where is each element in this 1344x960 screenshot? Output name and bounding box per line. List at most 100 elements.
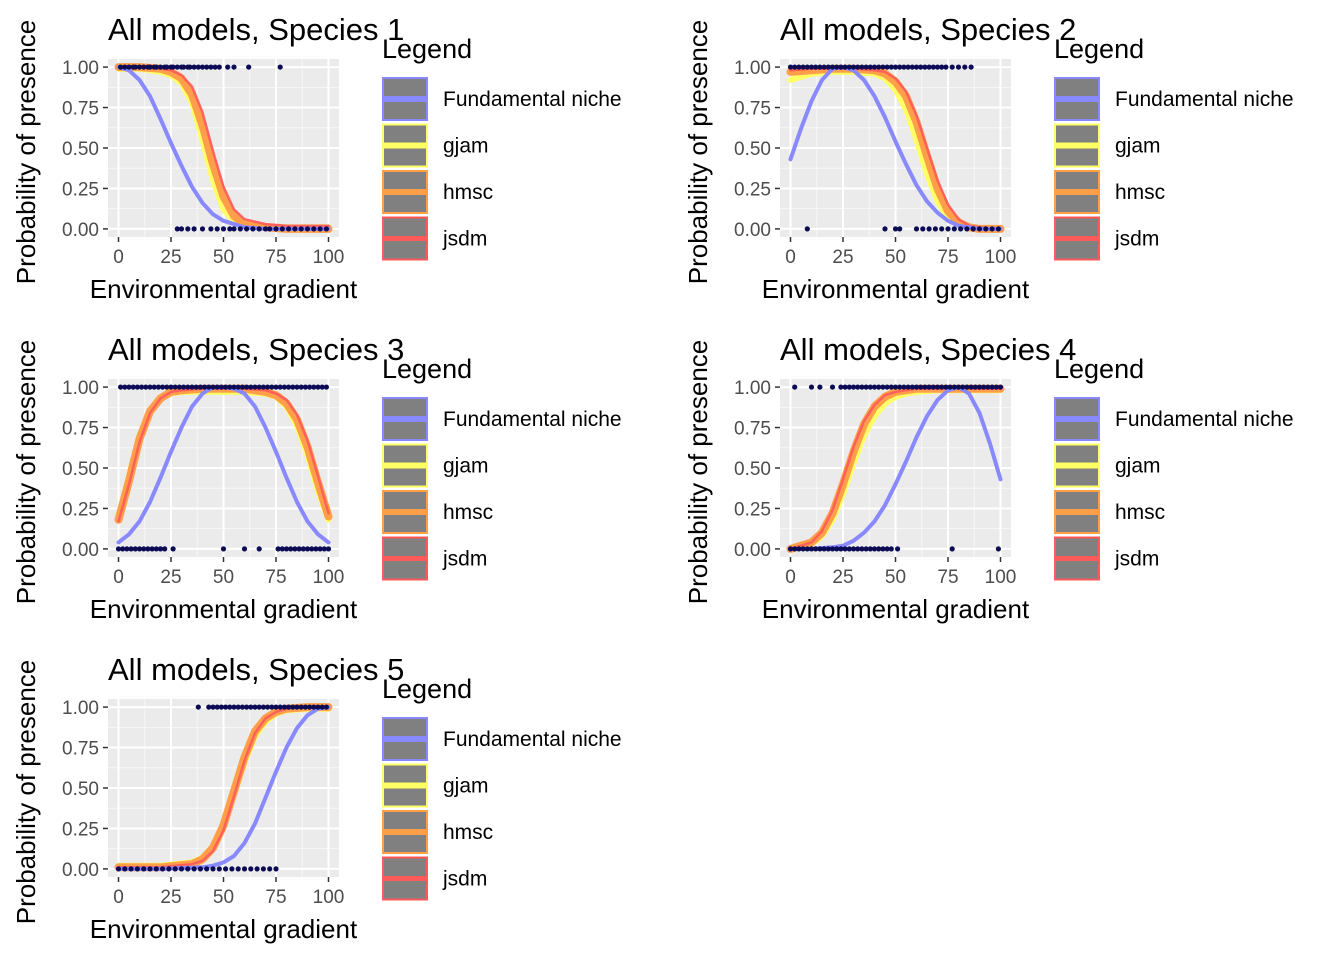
presence-point bbox=[239, 704, 245, 710]
presence-point bbox=[949, 64, 955, 70]
presence-point bbox=[273, 384, 279, 390]
presence-point bbox=[817, 384, 823, 390]
absence-point bbox=[311, 226, 317, 232]
absence-point bbox=[842, 546, 848, 552]
absence-point bbox=[178, 866, 185, 872]
presence-point bbox=[168, 384, 174, 390]
absence-point bbox=[199, 226, 206, 232]
presence-point bbox=[246, 64, 252, 70]
absence-point bbox=[185, 226, 191, 232]
x-tick-label: 75 bbox=[265, 567, 286, 588]
y-tick-label: 0.25 bbox=[734, 499, 771, 520]
absence-point bbox=[804, 226, 810, 232]
absence-point bbox=[995, 226, 1001, 232]
presence-point bbox=[176, 384, 182, 390]
presence-point bbox=[151, 384, 157, 390]
x-tick-label: 25 bbox=[160, 887, 181, 908]
x-tick-label: 100 bbox=[313, 567, 345, 588]
absence-point bbox=[897, 226, 903, 232]
presence-point bbox=[248, 384, 254, 390]
presence-point bbox=[193, 384, 199, 390]
absence-point bbox=[166, 866, 172, 872]
legend-label: jsdm bbox=[442, 228, 487, 251]
presence-point bbox=[231, 384, 237, 390]
presence-point bbox=[189, 384, 195, 390]
presence-point bbox=[139, 384, 145, 390]
presence-point bbox=[204, 64, 210, 70]
y-tick-label: 1.00 bbox=[62, 698, 99, 719]
presence-point bbox=[905, 64, 911, 70]
presence-point bbox=[181, 384, 187, 390]
absence-point bbox=[309, 546, 315, 552]
absence-point bbox=[235, 866, 241, 872]
legend-label: hmsc bbox=[443, 501, 493, 524]
absence-point bbox=[825, 546, 831, 552]
absence-point bbox=[298, 226, 304, 232]
absence-point bbox=[792, 546, 798, 552]
presence-point bbox=[817, 64, 823, 70]
presence-point bbox=[227, 384, 233, 390]
absence-point bbox=[292, 226, 298, 232]
presence-point bbox=[829, 64, 836, 70]
absence-point bbox=[796, 546, 802, 552]
presence-point bbox=[888, 384, 894, 390]
presence-point bbox=[281, 704, 287, 710]
absence-point bbox=[317, 226, 323, 232]
presence-point bbox=[909, 64, 915, 70]
presence-point bbox=[311, 384, 317, 390]
presence-point bbox=[218, 384, 224, 390]
absence-point bbox=[279, 546, 285, 552]
absence-point bbox=[325, 546, 332, 552]
presence-point bbox=[859, 64, 865, 70]
absence-point bbox=[939, 226, 945, 232]
legend-label: hmsc bbox=[443, 181, 493, 204]
presence-point bbox=[863, 384, 869, 390]
presence-point bbox=[792, 64, 798, 70]
presence-point bbox=[153, 64, 159, 70]
presence-point bbox=[307, 704, 313, 710]
absence-point bbox=[170, 546, 176, 552]
y-axis-title: Probability of presence bbox=[11, 340, 41, 604]
presence-point bbox=[307, 384, 313, 390]
absence-point bbox=[141, 866, 147, 872]
absence-point bbox=[256, 546, 262, 552]
absence-point bbox=[208, 226, 214, 232]
presence-point bbox=[216, 64, 222, 70]
y-axis-title: Probability of presence bbox=[683, 340, 713, 604]
chart-title: All models, Species 3 bbox=[108, 332, 404, 367]
presence-point bbox=[842, 64, 848, 70]
presence-point bbox=[913, 64, 920, 70]
presence-point bbox=[976, 384, 983, 390]
presence-point bbox=[187, 64, 193, 70]
presence-point bbox=[319, 704, 325, 710]
absence-point bbox=[283, 546, 290, 552]
absence-point bbox=[813, 546, 819, 552]
presence-point bbox=[859, 384, 865, 390]
absence-point bbox=[157, 546, 164, 552]
absence-point bbox=[124, 546, 130, 552]
presence-point bbox=[155, 384, 161, 390]
presence-point bbox=[846, 64, 852, 70]
chart-title: All models, Species 2 bbox=[780, 12, 1076, 47]
presence-point bbox=[808, 64, 815, 70]
chart-panel: 0 25 50 75 100 0.00 0.25 0.50 0.75 1.00 All models… bbox=[683, 12, 1294, 304]
presence-point bbox=[134, 384, 140, 390]
absence-point bbox=[141, 546, 147, 552]
presence-point bbox=[800, 64, 806, 70]
presence-point bbox=[855, 384, 861, 390]
absence-point bbox=[863, 546, 869, 552]
y-tick-label: 0.00 bbox=[734, 540, 771, 561]
presence-point bbox=[136, 64, 143, 70]
presence-point bbox=[311, 704, 317, 710]
absence-point bbox=[817, 546, 823, 552]
x-tick-label: 100 bbox=[985, 567, 1017, 588]
absence-point bbox=[275, 546, 281, 552]
presence-point bbox=[265, 384, 271, 390]
presence-point bbox=[235, 384, 241, 390]
presence-point bbox=[926, 384, 932, 390]
presence-point bbox=[298, 704, 304, 710]
legend-label: jsdm bbox=[1114, 228, 1159, 251]
presence-point bbox=[294, 384, 300, 390]
legend-label: hmsc bbox=[443, 821, 493, 844]
y-axis-title: Probability of presence bbox=[11, 660, 41, 924]
